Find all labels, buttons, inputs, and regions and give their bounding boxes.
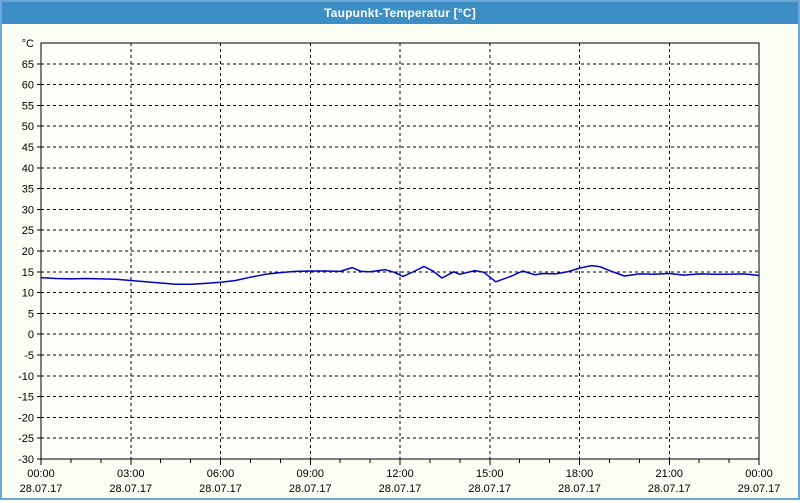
window-title: Taupunkt-Temperatur [°C] <box>324 6 476 20</box>
y-tick-label: 15 <box>22 267 34 279</box>
x-tick-date-label: 28.07.17 <box>20 483 63 495</box>
y-tick-label: -20 <box>18 412 34 424</box>
y-tick-label: 65 <box>22 59 34 71</box>
x-tick-date-label: 28.07.17 <box>468 483 511 495</box>
x-tick-date-label: 29.07.17 <box>738 483 781 495</box>
series-line <box>40 264 760 286</box>
dewpoint-chart: 65605550454035302520151050-5-10-15-20-25… <box>18 38 781 495</box>
x-tick-time-label: 12:00 <box>386 468 414 480</box>
x-tick-time-label: 00:00 <box>27 468 55 480</box>
title-bar[interactable]: Taupunkt-Temperatur [°C] <box>2 2 798 24</box>
y-tick-label: 35 <box>22 184 34 196</box>
x-tick-date-label: 28.07.17 <box>199 483 242 495</box>
y-tick-label: 25 <box>22 225 34 237</box>
y-tick-label: 55 <box>22 100 34 112</box>
x-tick-time-label: 00:00 <box>745 468 773 480</box>
x-tick-date-label: 28.07.17 <box>558 483 601 495</box>
y-tick-label: -25 <box>18 433 34 445</box>
plot-box <box>40 42 760 460</box>
y-tick-label: -30 <box>18 454 34 466</box>
chart-area: 65 60 55 50 45 40 35 30 25 20 15 10 5 0 -5 -10 -15 -20 -25… <box>2 24 798 498</box>
y-tick-label: 40 <box>22 163 34 175</box>
x-tick-time-label: 06:00 <box>207 468 235 480</box>
y-tick-label: 20 <box>22 246 34 258</box>
y-tick-label: 50 <box>22 121 34 133</box>
x-tick-date-label: 28.07.17 <box>648 483 691 495</box>
y-tick-label: -5 <box>24 350 34 362</box>
x-tick-time-label: 21:00 <box>655 468 683 480</box>
x-tick-date-label: 28.07.17 <box>109 483 152 495</box>
y-tick-label: 5 <box>28 308 34 320</box>
y-tick-label: -15 <box>18 392 34 404</box>
y-tick-label: -10 <box>18 371 34 383</box>
x-tick-time-label: 03:00 <box>117 468 145 480</box>
y-tick-label: 45 <box>22 142 34 154</box>
y-tick-label: 0 <box>28 329 34 341</box>
y-tick-label: 60 <box>22 80 34 92</box>
x-tick-date-label: 28.07.17 <box>379 483 422 495</box>
x-tick-time-label: 09:00 <box>296 468 324 480</box>
x-tick-time-label: 15:00 <box>476 468 504 480</box>
y-tick-label: 30 <box>22 204 34 216</box>
y-tick-label: 10 <box>22 288 34 300</box>
x-tick-date-label: 28.07.17 <box>289 483 332 495</box>
x-tick-time-label: 18:00 <box>566 468 594 480</box>
y-axis-unit-label: °C <box>22 38 34 50</box>
